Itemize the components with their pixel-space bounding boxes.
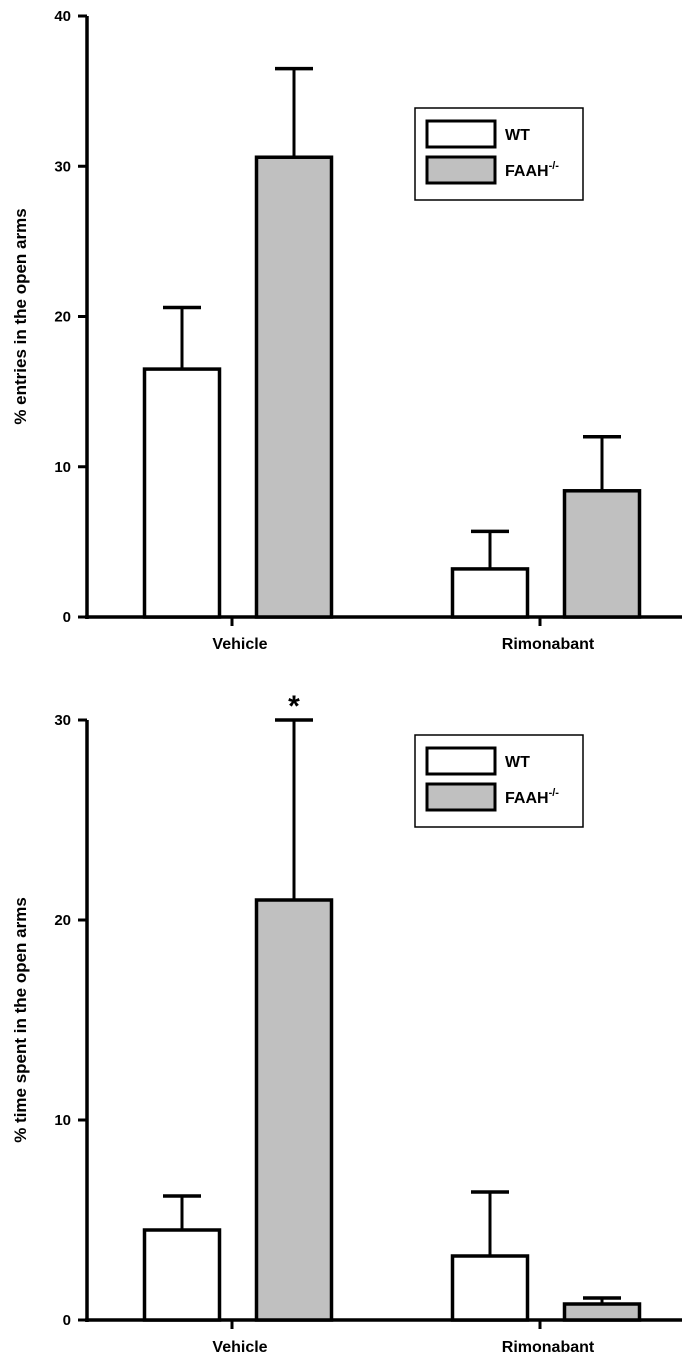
panel2-bar-faah-rimonabant xyxy=(562,1302,642,1322)
panel2-bar-wt-rimonabant xyxy=(450,1254,530,1322)
panel1-bar-faah-vehicle xyxy=(254,155,334,619)
panel1-bar-wt-rimonabant xyxy=(450,567,530,619)
panel1-category-label: Vehicle xyxy=(212,636,267,653)
panel1-y-axis-label: % entries in the open arms xyxy=(11,208,30,424)
panel2-y-tick-label: 0 xyxy=(63,1312,71,1329)
panel1-bar-wt-vehicle xyxy=(142,367,222,619)
panel2-legend-swatch-faah xyxy=(425,782,497,812)
panel1-y-tick-label: 20 xyxy=(54,309,71,326)
panel2-category-label: Vehicle xyxy=(212,1339,267,1356)
panel1-legend-label-wt: WT xyxy=(505,127,530,144)
panel2-category-label: Rimonabant xyxy=(502,1339,595,1356)
panel2-bar-faah-vehicle xyxy=(254,898,334,1322)
panel1-bar-faah-rimonabant xyxy=(562,489,642,619)
panel2-legend-swatch-wt xyxy=(425,746,497,776)
panel1-legend-swatch-faah xyxy=(425,155,497,185)
panel1-legend xyxy=(414,107,584,201)
panel2-y-tick-label: 30 xyxy=(54,712,71,729)
panel2-legend-label-wt: WT xyxy=(505,754,530,771)
panel2: 0 10 20 30 % time spent in the open arms Vehi… xyxy=(11,690,682,1356)
panel1-y-tick-label: 10 xyxy=(54,459,71,476)
panel1-y-tick-label: 0 xyxy=(63,609,71,626)
panel1-legend-swatch-wt xyxy=(425,119,497,149)
panel1-legend-label-faah: FAAH-/- xyxy=(505,160,559,180)
panel1-y-tick-label: 30 xyxy=(54,158,71,175)
panel2-y-tick-label: 10 xyxy=(54,1112,71,1129)
panel2-significance-star: * xyxy=(288,690,300,723)
panel1: 0 10 20 30 40 % entries in the open arms Vehic… xyxy=(11,8,682,653)
panel2-bar-wt-vehicle xyxy=(142,1228,222,1322)
panel1-category-label: Rimonabant xyxy=(502,636,595,653)
panel2-legend-label-faah: FAAH-/- xyxy=(505,787,559,807)
panel2-y-axis-label: % time spent in the open arms xyxy=(11,897,30,1143)
panel2-y-tick-label: 20 xyxy=(54,912,71,929)
panel1-y-tick-label: 40 xyxy=(54,8,71,25)
